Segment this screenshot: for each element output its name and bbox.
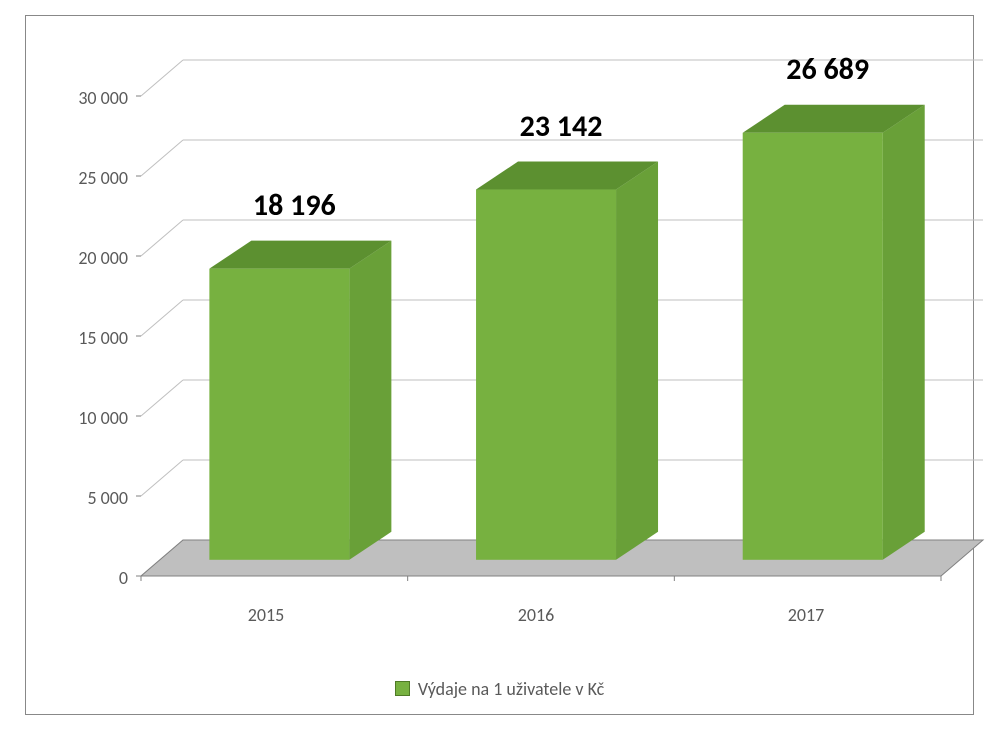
legend-swatch <box>395 681 410 696</box>
x-tick-label: 2016 <box>456 604 616 626</box>
data-label: 18 196 <box>184 187 404 224</box>
data-label: 26 689 <box>718 51 938 88</box>
legend: Výdaje na 1 uživatele v Kč <box>26 678 973 700</box>
x-tick-label: 2017 <box>726 604 886 626</box>
x-tick-label: 2015 <box>186 604 346 626</box>
legend-label: Výdaje na 1 uživatele v Kč <box>418 678 604 700</box>
data-label: 23 142 <box>451 108 671 145</box>
chart-frame: 0 5 000 10 000 15 000 20 000 25 000 30 0… <box>25 15 974 715</box>
